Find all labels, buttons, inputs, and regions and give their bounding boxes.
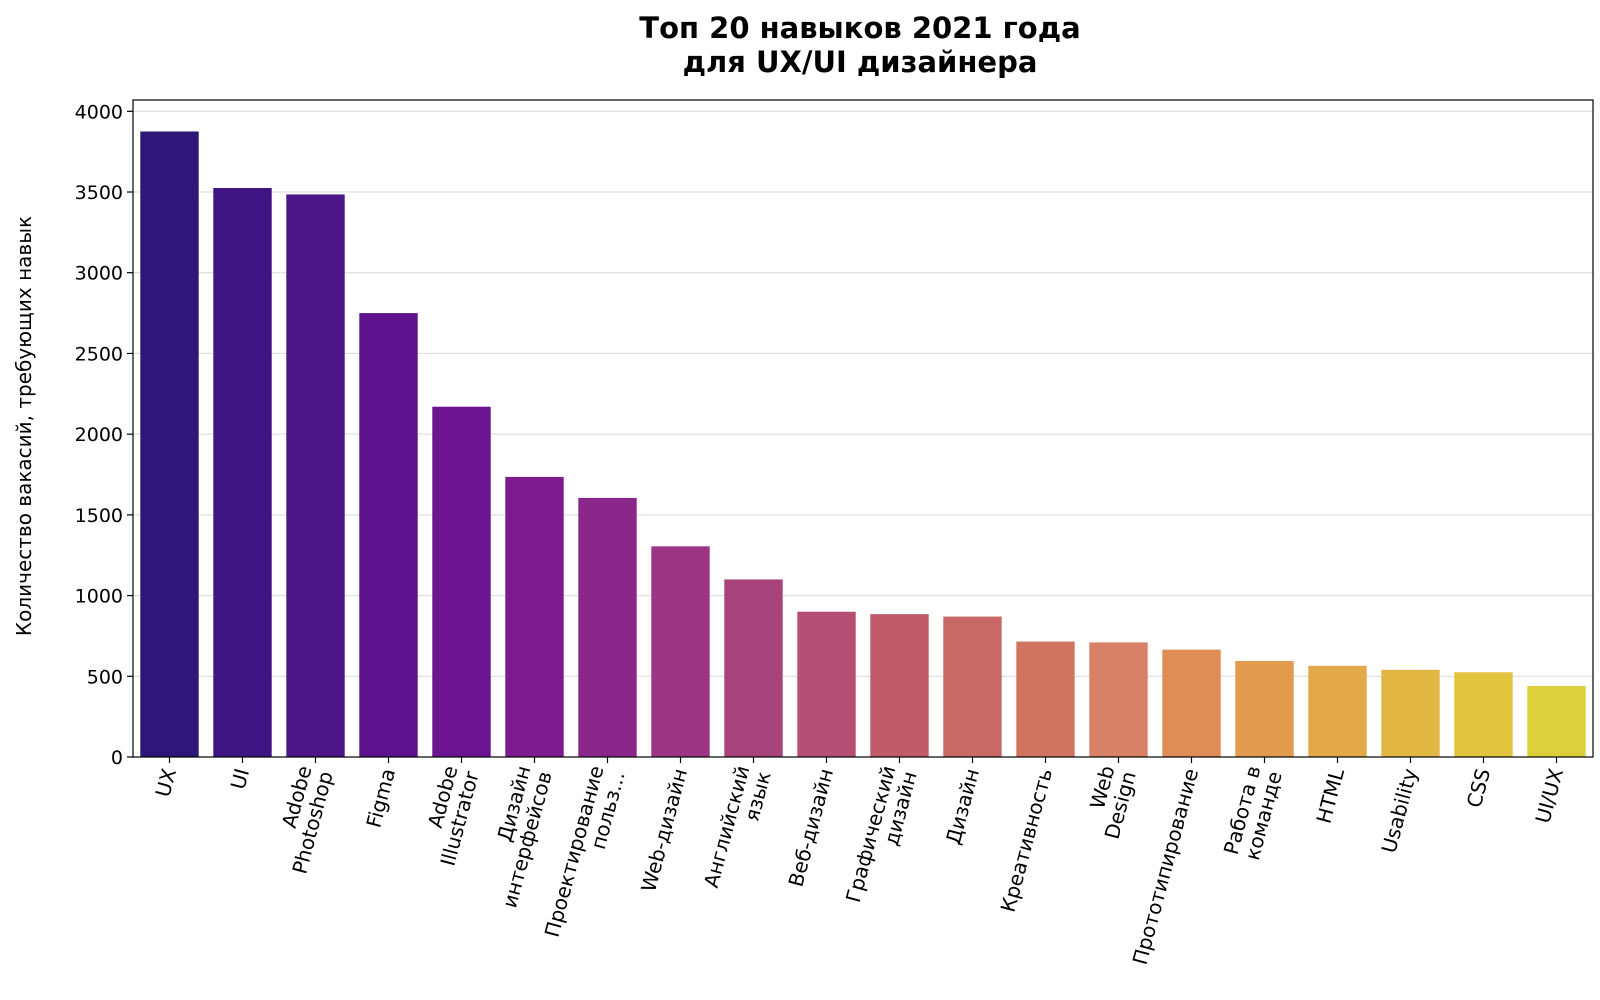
bars-group	[140, 131, 1586, 757]
y-tick-label: 2000	[75, 424, 123, 446]
bar	[140, 131, 199, 757]
bar	[797, 611, 856, 757]
bar	[943, 616, 1002, 757]
x-tick-label: UI	[226, 766, 255, 792]
chart-title-line-2: для UX/UI дизайнера	[683, 45, 1038, 79]
bar	[724, 579, 783, 757]
x-tick-label: Web-дизайн	[636, 766, 692, 895]
x-tick-label-line: Web-дизайн	[636, 766, 692, 895]
x-tick-label-line: Английский	[699, 763, 755, 890]
gridlines	[133, 110, 1593, 677]
y-tick-label: 500	[87, 666, 123, 688]
x-tick-label-line: Прототипирование	[1128, 766, 1203, 967]
bar	[432, 406, 491, 757]
x-tick-label: Веб-дизайн	[783, 766, 838, 889]
bar	[286, 194, 345, 757]
x-tick-label: Креативность	[996, 766, 1057, 915]
bar	[1016, 641, 1075, 757]
bar	[578, 497, 637, 757]
y-tick-label: 2500	[75, 343, 123, 365]
x-tick-label: Дизайн	[941, 766, 984, 847]
bar	[1162, 649, 1221, 757]
bar	[1527, 685, 1586, 757]
x-tick-label: HTML	[1312, 765, 1350, 826]
x-tick-label-line: Креативность	[996, 766, 1057, 915]
bar	[1089, 642, 1148, 757]
x-tick-label: CSS	[1462, 766, 1495, 810]
y-tick-label: 1000	[75, 586, 123, 608]
y-tick-label: 0	[111, 747, 123, 769]
chart-title-line-1: Топ 20 навыков 2021 года	[639, 11, 1080, 45]
x-tick-label: UX	[151, 766, 182, 800]
bar	[651, 546, 710, 757]
bar	[1308, 665, 1367, 757]
bar	[213, 187, 272, 757]
bar	[870, 614, 929, 757]
y-tick-label: 3500	[75, 182, 123, 204]
y-tick-label: 1500	[75, 505, 123, 527]
bar	[359, 313, 418, 757]
x-tick-label-line: Веб-дизайн	[783, 766, 838, 889]
y-tick-label: 3000	[75, 263, 123, 285]
x-tick-label-line: CSS	[1462, 766, 1495, 810]
bar	[505, 476, 564, 757]
x-tick-label-line: Figma	[361, 766, 400, 830]
x-tick-label: UI/UX	[1531, 766, 1569, 826]
y-tick-label: 4000	[75, 101, 123, 123]
y-axis: 0 500 1000 1500 2000 2500 3000 3500 4000	[75, 101, 133, 769]
x-tick-label-line: UI/UX	[1531, 766, 1569, 826]
bar	[1454, 672, 1513, 757]
x-tick-label-line: UX	[151, 766, 182, 800]
x-tick-label-line: Дизайн	[941, 766, 984, 847]
x-tick-label: Figma	[361, 766, 400, 830]
x-tick-label: Usability	[1377, 766, 1423, 856]
plot-frame	[132, 99, 1594, 758]
bar	[1381, 669, 1440, 757]
x-tick-label-line: UI	[226, 766, 255, 792]
x-tick-label-line: HTML	[1312, 765, 1350, 826]
x-tick-label: Проектированиепольз...	[540, 763, 630, 940]
x-tick-label: Прототипирование	[1128, 766, 1203, 967]
bar	[1235, 660, 1294, 757]
y-axis-label: Количество вакасий, требующих навык	[12, 216, 36, 636]
x-tick-label-line: Usability	[1377, 766, 1423, 856]
